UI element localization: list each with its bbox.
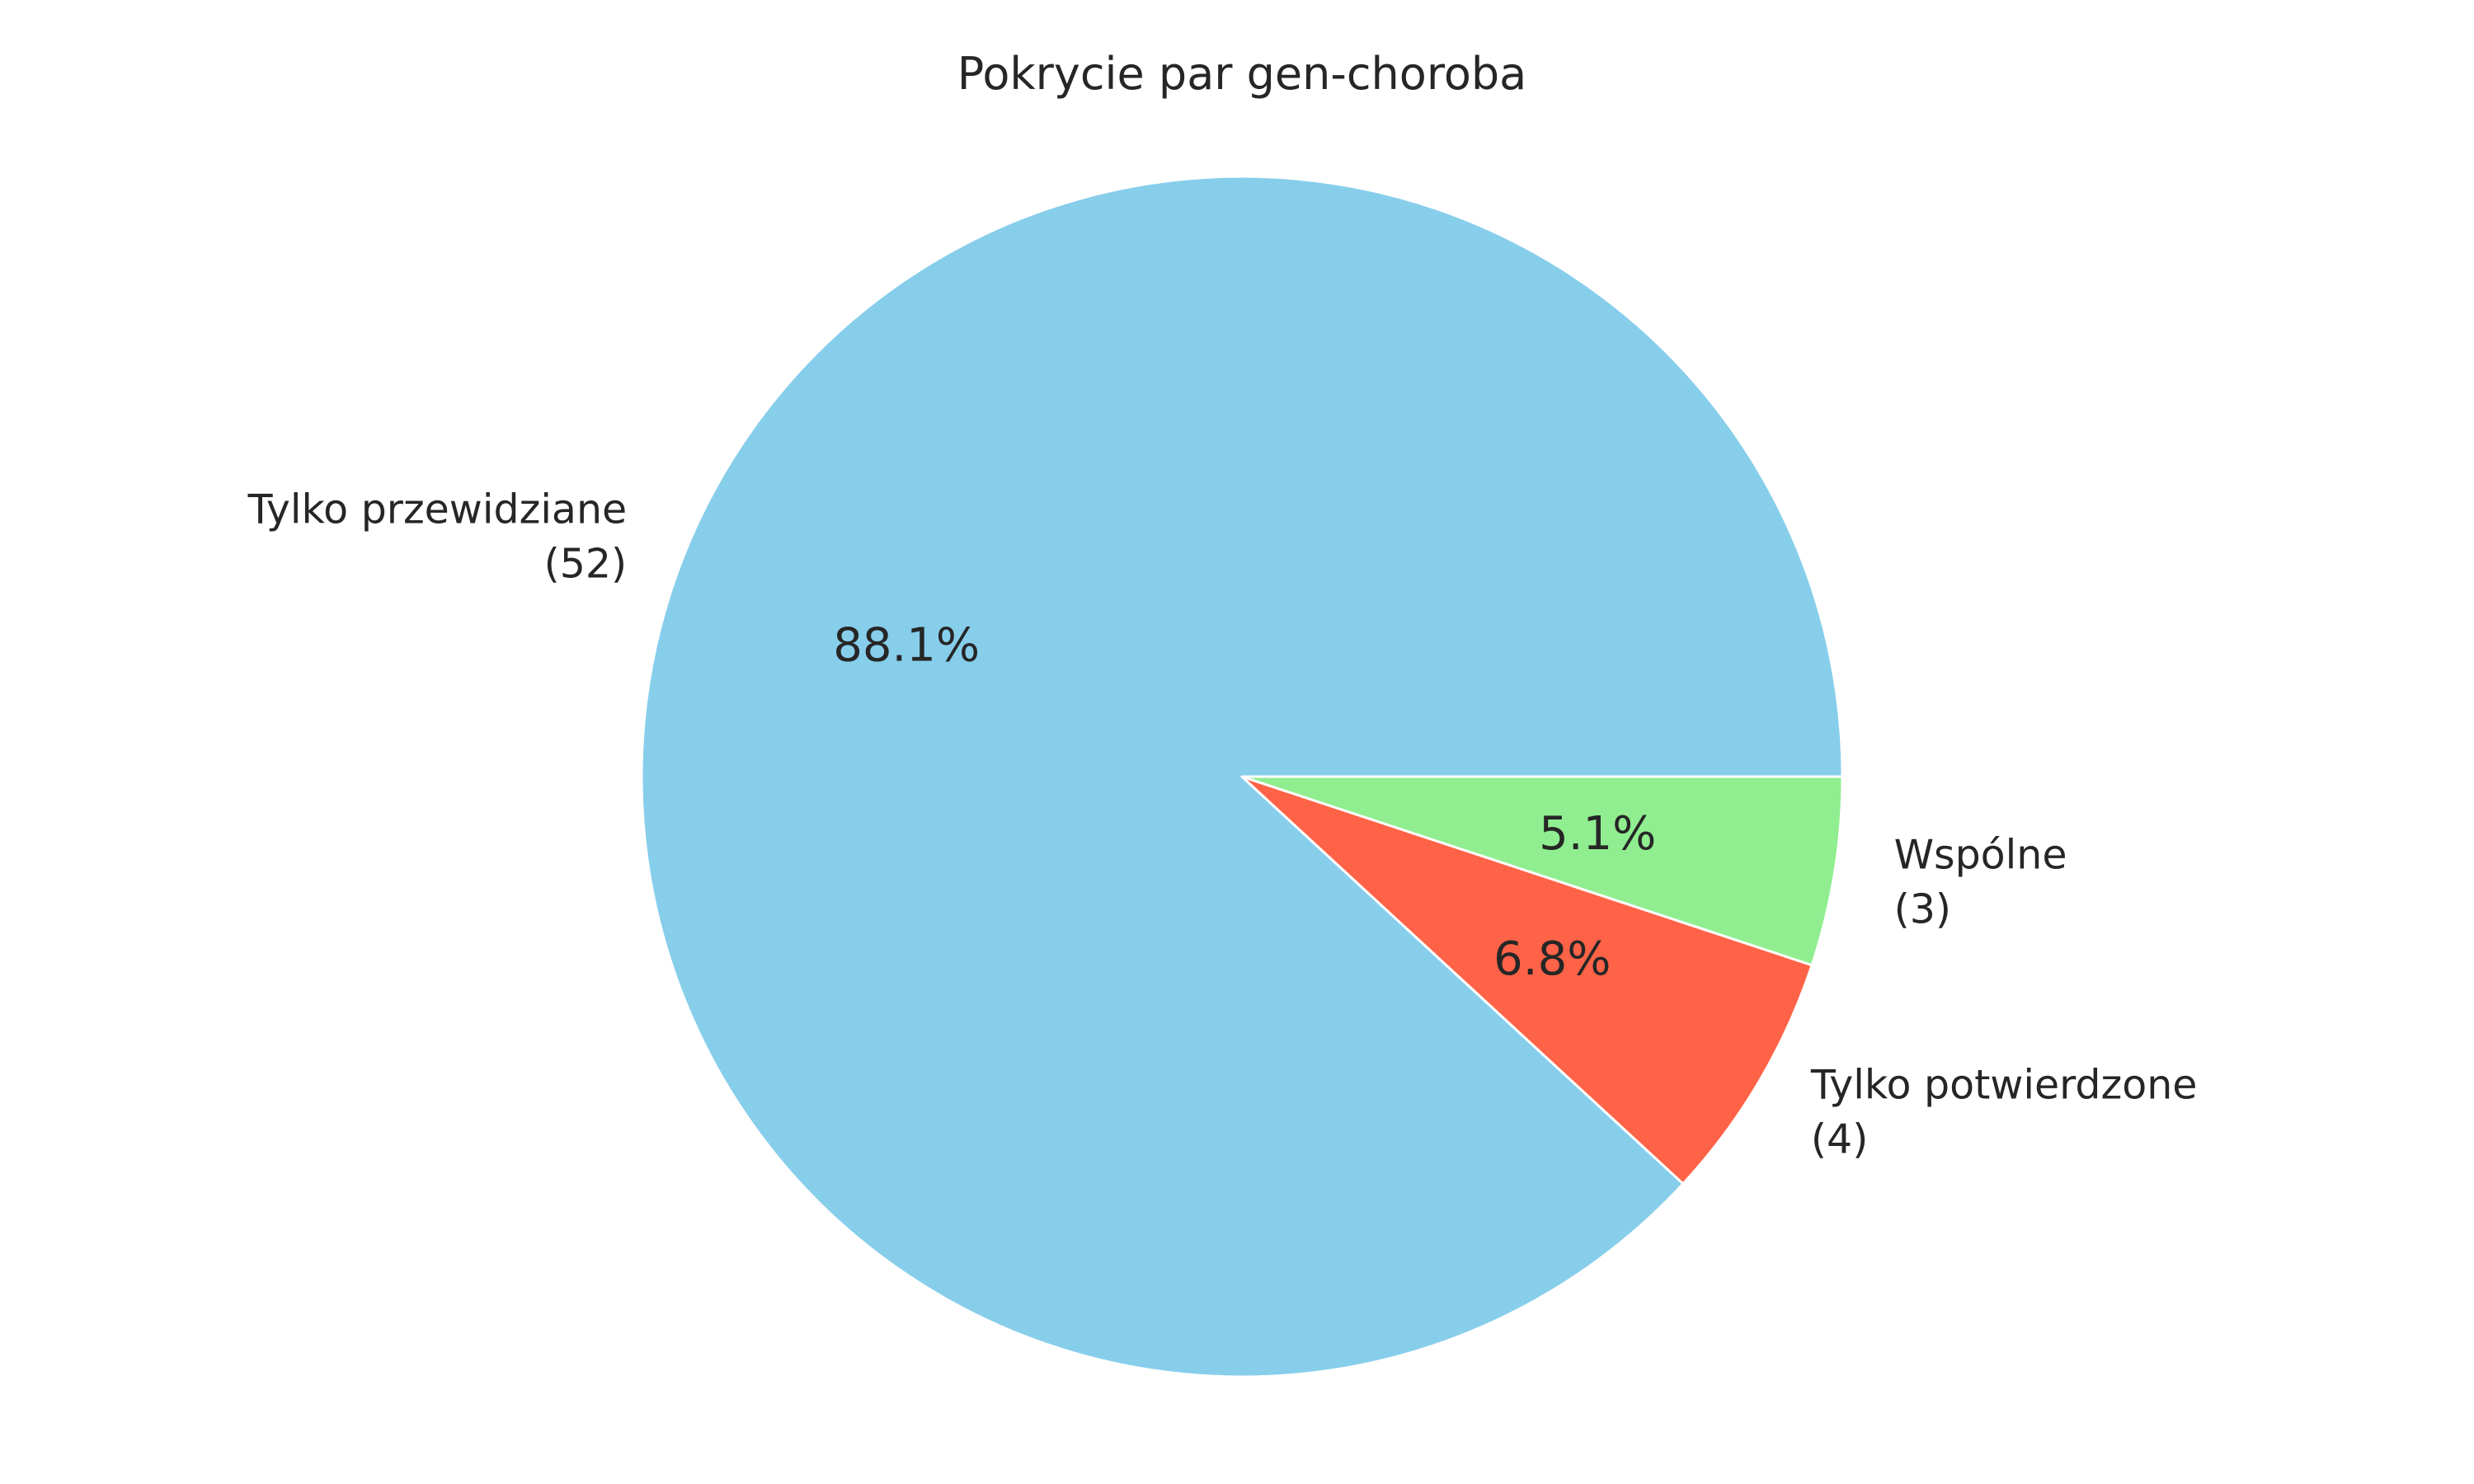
pie-outer-label-wspolne: Wspólne (3): [1894, 831, 2067, 932]
pie-percent-label-tylko-potwierdzone: 6.8%: [1493, 932, 1611, 986]
pie-slice-tylko-potwierdzone: [1240, 775, 1813, 1186]
pie-slice-wspolne: [1240, 775, 1844, 967]
pie-slices: [640, 175, 1844, 1378]
pie-label-name-tylko-przewidziane: Tylko przewidziane: [247, 486, 628, 533]
pie-label-count-tylko-przewidziane: (52): [544, 540, 628, 587]
pie-label-name-wspolne: Wspólne: [1894, 831, 2067, 878]
pie-label-count-tylko-potwierdzone: (4): [1811, 1116, 1868, 1163]
pie-outer-label-tylko-przewidziane: Tylko przewidziane (52): [247, 486, 628, 587]
pie-label-count-wspolne: (3): [1894, 885, 1951, 932]
pie-percent-label-tylko-przewidziane: 88.1%: [833, 618, 980, 672]
pie-labels: 88.1% Tylko przewidziane (52) 6.8% Tylko pot…: [247, 486, 2198, 1162]
pie-outer-label-tylko-potwierdzone: Tylko potwierdzone (4): [1810, 1062, 2198, 1163]
pie-label-name-tylko-potwierdzone: Tylko potwierdzone: [1810, 1062, 2198, 1109]
chart-title: Pokrycie par gen-choroba: [957, 48, 1527, 100]
pie-percent-label-wspolne: 5.1%: [1539, 807, 1656, 861]
